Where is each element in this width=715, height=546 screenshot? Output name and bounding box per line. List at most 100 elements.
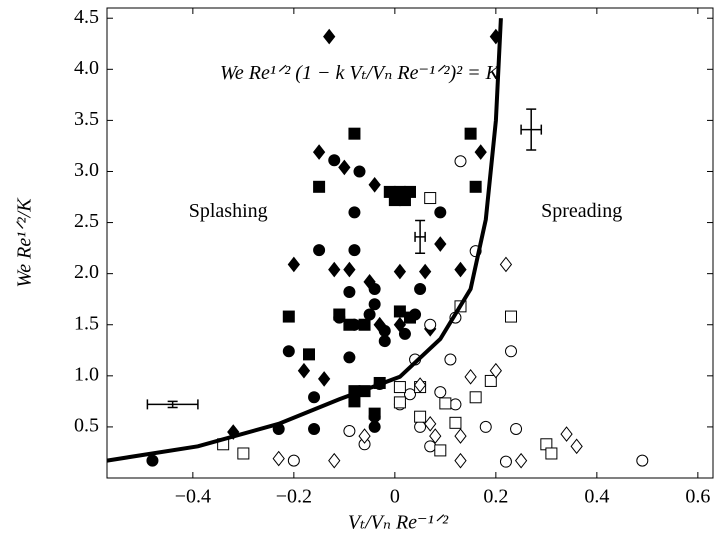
- point: [444, 353, 457, 366]
- region-label: Spreading: [541, 200, 622, 222]
- point: [343, 425, 356, 437]
- point: [434, 444, 447, 457]
- point: [237, 447, 250, 460]
- point: [479, 420, 492, 433]
- point: [318, 371, 331, 387]
- point: [545, 447, 558, 460]
- point: [308, 391, 321, 404]
- region-label: Splashing: [189, 200, 268, 222]
- point: [424, 192, 437, 205]
- point: [499, 455, 512, 468]
- point: [308, 422, 321, 435]
- y-tick-label: 4.0: [74, 57, 99, 79]
- point: [414, 410, 427, 423]
- point: [338, 159, 351, 176]
- point: [393, 305, 406, 318]
- plot-frame: [106, 7, 714, 479]
- x-tick-label: 0: [390, 486, 400, 508]
- point: [393, 263, 407, 280]
- point: [454, 428, 467, 444]
- point: [454, 452, 467, 469]
- point: [514, 452, 528, 469]
- y-error-bar: [526, 108, 537, 151]
- point: [393, 381, 406, 394]
- point: [474, 144, 487, 160]
- point: [510, 422, 523, 435]
- point: [454, 155, 467, 168]
- point: [499, 256, 513, 273]
- point: [303, 348, 315, 361]
- point: [424, 440, 437, 453]
- y-axis-label: We Re¹ᐟ²/K: [14, 197, 36, 288]
- point: [328, 261, 341, 278]
- point: [464, 369, 477, 385]
- point: [449, 416, 462, 429]
- point: [378, 335, 391, 348]
- point: [560, 426, 573, 442]
- point: [404, 388, 416, 401]
- point: [424, 416, 437, 432]
- x-tick-label: 0.6: [685, 486, 710, 508]
- point: [348, 206, 361, 219]
- point: [297, 362, 311, 379]
- point: [636, 454, 649, 467]
- point: [368, 282, 381, 295]
- point: [434, 206, 447, 219]
- point: [454, 261, 467, 278]
- point: [313, 180, 326, 193]
- point: [388, 194, 401, 207]
- point: [313, 244, 326, 257]
- point: [328, 154, 341, 167]
- point: [414, 420, 427, 433]
- point: [323, 28, 336, 45]
- point: [343, 261, 356, 278]
- y-error-bar: [167, 400, 178, 409]
- point: [368, 298, 381, 311]
- point: [146, 454, 159, 467]
- point: [484, 374, 497, 387]
- y-error-bar: [415, 219, 426, 254]
- point: [413, 377, 427, 393]
- point: [505, 310, 517, 323]
- point: [343, 286, 356, 299]
- point: [434, 236, 447, 252]
- point: [272, 450, 285, 467]
- x-tick-label: −0.4: [175, 486, 211, 508]
- point: [414, 282, 427, 295]
- point: [469, 180, 482, 193]
- x-axis-label: Vₜ/Vₙ Re⁻¹ᐟ²: [348, 512, 449, 534]
- point: [348, 395, 361, 408]
- y-tick-label: 1.5: [74, 312, 99, 334]
- point: [312, 144, 326, 160]
- y-tick-label: 3.0: [74, 159, 99, 181]
- point: [343, 351, 356, 364]
- y-tick-label: 2.0: [74, 261, 99, 283]
- point: [368, 410, 381, 423]
- y-tick-label: 3.5: [74, 108, 99, 130]
- point: [348, 127, 361, 140]
- point: [434, 386, 447, 399]
- point: [282, 345, 295, 358]
- x-tick-label: −0.2: [276, 486, 312, 508]
- x-tick-label: 0.4: [584, 486, 609, 508]
- point: [393, 396, 406, 409]
- point: [469, 391, 482, 404]
- point: [505, 345, 517, 358]
- point: [449, 398, 462, 411]
- point: [570, 438, 583, 455]
- y-tick-label: 0.5: [74, 415, 99, 437]
- point: [328, 452, 341, 469]
- point: [409, 308, 422, 321]
- equation: We Re¹ᐟ² (1 − k Vₜ/Vₙ Re⁻¹ᐟ²)² = K: [220, 62, 501, 84]
- point: [363, 308, 376, 321]
- point: [439, 397, 452, 410]
- x-tick-label: 0.2: [483, 486, 508, 508]
- point: [424, 318, 437, 331]
- point: [419, 263, 432, 280]
- point: [348, 244, 361, 257]
- point: [353, 165, 366, 178]
- point: [464, 127, 477, 140]
- point: [358, 428, 371, 444]
- y-tick-label: 4.5: [74, 6, 99, 28]
